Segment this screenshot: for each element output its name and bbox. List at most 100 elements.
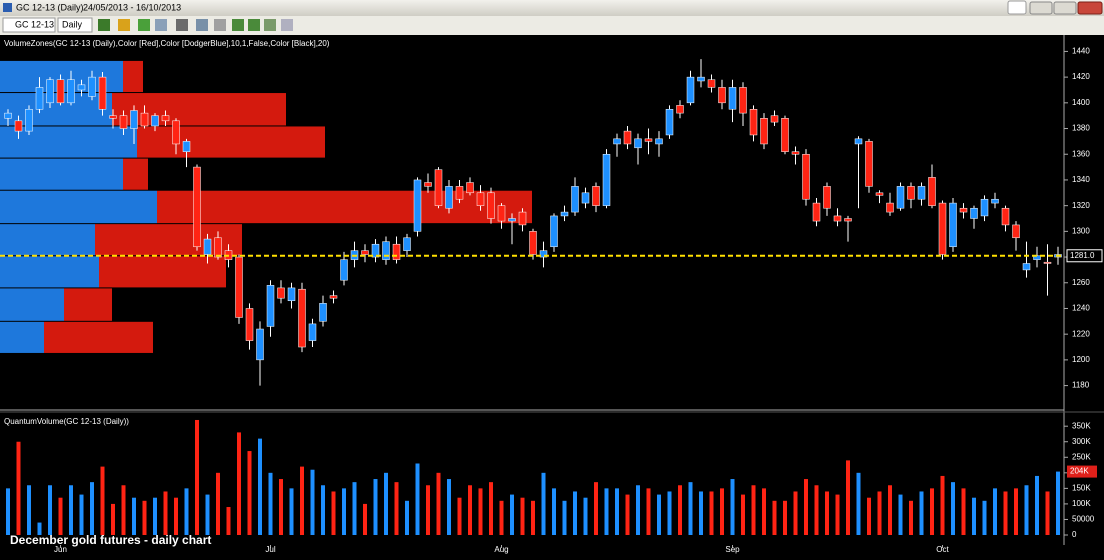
volume-bar [468, 485, 472, 535]
volume-bar [730, 479, 735, 535]
candle-body [424, 182, 432, 187]
maximize-button[interactable] [1053, 1, 1077, 15]
volume-bar [132, 497, 136, 535]
candle-body [455, 186, 464, 200]
candle-body [697, 76, 705, 82]
candle-body [739, 87, 747, 114]
zone-buy [0, 256, 99, 288]
link-button[interactable] [1007, 0, 1027, 15]
candle-body [476, 192, 485, 206]
candle-body [182, 141, 191, 152]
volume-bar [247, 451, 252, 535]
y-tick-label: 50000 [1072, 515, 1095, 524]
volume-bar [993, 488, 997, 535]
volume-bar [846, 460, 850, 535]
toolbar-icons [98, 19, 293, 31]
candle-body [917, 186, 926, 200]
x-tick-label: Oct [936, 545, 949, 554]
candle-body [1043, 261, 1052, 264]
close-button[interactable] [1077, 1, 1103, 15]
volume-bar [604, 488, 609, 535]
cursor-icon[interactable] [176, 19, 188, 31]
zone-sell [64, 288, 112, 321]
candle-body [193, 166, 201, 248]
candle-body [46, 79, 54, 104]
y-tick-label: 1440 [1072, 47, 1090, 56]
volume-bar [331, 491, 336, 535]
bar-type-icon[interactable] [98, 19, 110, 31]
volume-bar [940, 475, 945, 535]
volume-bar [552, 488, 556, 535]
y-tick-label: 1420 [1072, 72, 1090, 81]
candle-body [361, 250, 369, 255]
properties-icon[interactable] [214, 19, 226, 31]
candle-body [760, 118, 768, 145]
snapshot-icon[interactable] [264, 19, 276, 31]
candle-body [172, 120, 180, 145]
volume-bar [226, 507, 231, 535]
minimize-button[interactable] [1029, 1, 1053, 15]
volume-bar [751, 485, 756, 535]
x-tick-label: Jul [265, 545, 275, 554]
volume-bar [394, 482, 399, 535]
y-tick-label: 100K [1072, 499, 1091, 508]
volume-bar [1003, 491, 1008, 535]
candle-body [508, 218, 516, 222]
candle-body [161, 115, 170, 122]
volume-bar [205, 494, 210, 535]
y-tick-label: 300K [1072, 437, 1091, 446]
y-tick-label: 150K [1072, 483, 1091, 492]
candle-body [896, 186, 905, 209]
volume-bar [184, 488, 189, 535]
strategy-icon[interactable] [155, 19, 167, 31]
indicator-icon[interactable] [138, 19, 150, 31]
zone-buy [0, 158, 123, 190]
volume-bar [300, 466, 304, 535]
volume-bar [195, 419, 199, 535]
candle-body [602, 153, 611, 206]
candle-body [770, 115, 779, 123]
volume-bar [520, 497, 525, 535]
symbol-dropdown[interactable] [2, 17, 56, 33]
candle-body [718, 87, 726, 104]
candle-body [949, 202, 957, 248]
candle-body [854, 138, 863, 145]
volume-bar [90, 482, 94, 535]
y-tick-label: 1380 [1072, 124, 1090, 133]
zone-buy [0, 126, 137, 158]
y-tick-label: 1220 [1072, 329, 1090, 338]
zone-buy [0, 288, 64, 321]
candle-body [235, 256, 243, 318]
y-tick-label: 1300 [1072, 226, 1090, 235]
template-icon[interactable] [232, 19, 244, 31]
volume-bar [594, 482, 598, 535]
volume-bar [804, 479, 808, 535]
volume-bar [583, 497, 588, 535]
candle-body [67, 79, 75, 104]
candle-body [466, 182, 474, 194]
draw-icon[interactable] [118, 19, 130, 31]
share-icon[interactable] [281, 19, 293, 31]
volume-bar [142, 500, 147, 535]
interval-dropdown[interactable] [57, 17, 93, 33]
candle-body [518, 211, 527, 226]
volume-bar [667, 491, 672, 535]
volume-bar [1014, 488, 1018, 535]
candle-body [907, 186, 915, 200]
candle-body [497, 205, 506, 222]
volume-bar [541, 472, 546, 535]
candle-body [287, 287, 296, 302]
candle-body [277, 287, 285, 299]
candle-body [791, 151, 800, 155]
candle-body [613, 138, 621, 145]
data-box-icon[interactable] [248, 19, 260, 31]
volume-bar [216, 472, 220, 535]
window-title: GC 12-13 (Daily) [16, 2, 84, 12]
zone-buy [0, 224, 95, 256]
zoom-icon[interactable] [196, 19, 208, 31]
candle-body [245, 308, 254, 341]
volume-bar [405, 500, 409, 535]
volume-bar [636, 485, 640, 535]
